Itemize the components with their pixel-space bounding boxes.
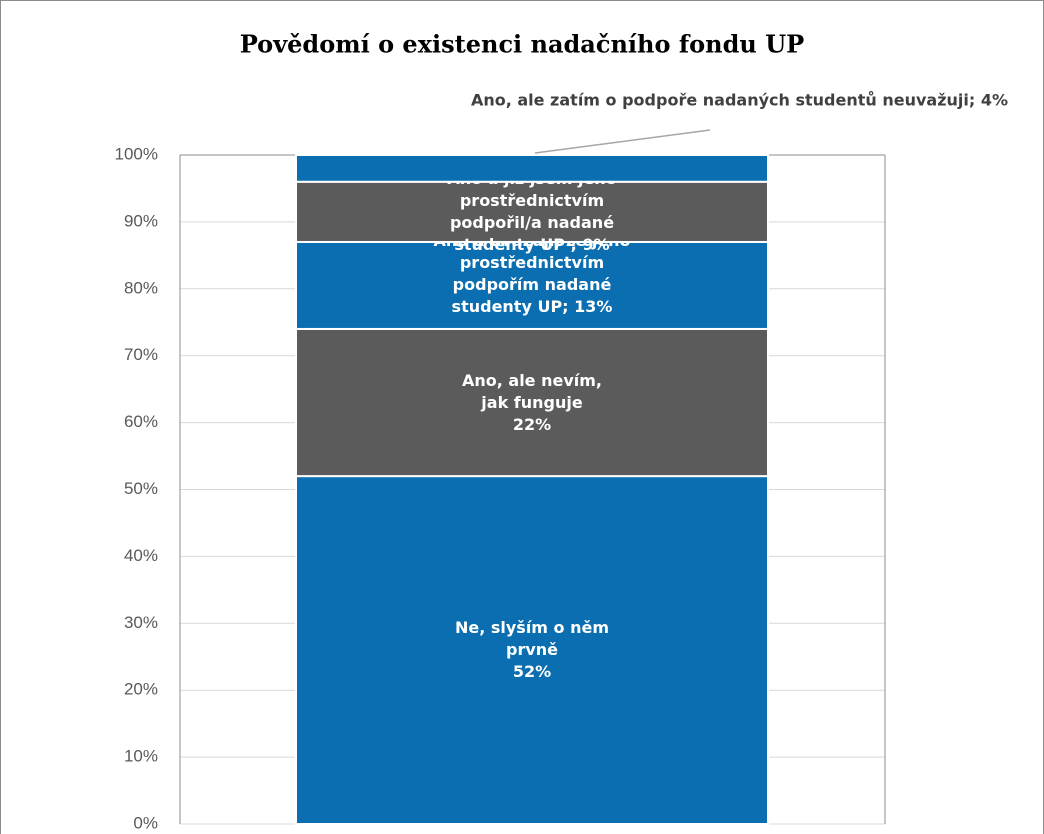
data-label: Ano, ale nevím, jak funguje 22% (417, 370, 647, 436)
y-tick-label: 0% (133, 813, 158, 832)
y-tick-label: 20% (124, 680, 158, 699)
bar-segment (295, 240, 769, 330)
y-tick-label: 70% (124, 345, 158, 364)
data-label-name: Ne, slyším o něm prvně (454, 618, 610, 660)
data-label-name: Ano, ale nevím, jak funguje (461, 370, 603, 412)
y-tick-label: 10% (124, 747, 158, 766)
y-tick-label: 100% (115, 144, 158, 163)
y-tick-label: 40% (124, 546, 158, 565)
y-tick-label: 80% (124, 278, 158, 297)
data-label-value: 22% (512, 414, 552, 434)
leader-line (534, 129, 711, 154)
y-tick-label: 60% (124, 412, 158, 431)
bar-segment (295, 327, 769, 478)
chart-title: Povědomí o existenci nadačního fondu UP (240, 30, 804, 59)
data-label: Ano, ale zatím o podpoře nadaných studen… (471, 91, 1008, 110)
y-tick-label: 90% (124, 211, 158, 230)
bar-segment (295, 154, 769, 183)
data-label: Ne, slyším o něm prvně 52% (417, 617, 647, 683)
bar-segment (295, 475, 769, 825)
data-label-value: 52% (512, 662, 552, 682)
y-tick-label: 30% (124, 613, 158, 632)
y-tick-label: 50% (124, 479, 158, 498)
bar-segment (295, 180, 769, 243)
